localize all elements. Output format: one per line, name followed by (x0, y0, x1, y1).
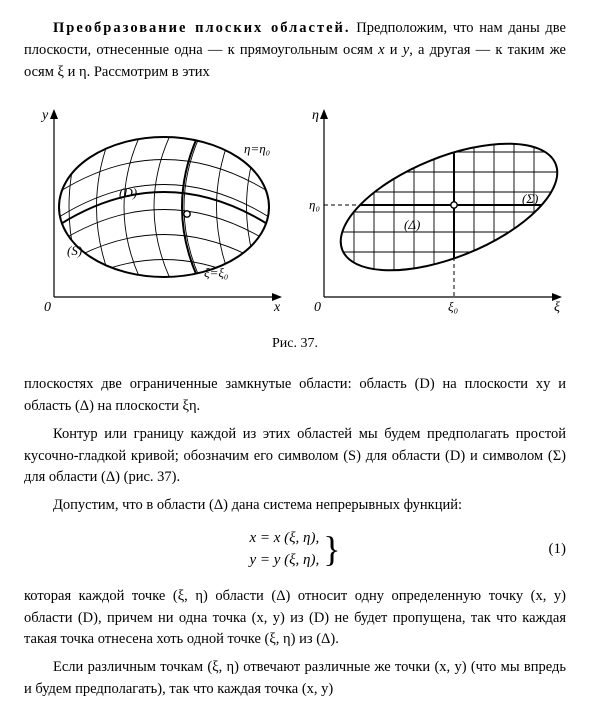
eq-line-2: y = y (ξ, η), (249, 549, 319, 572)
svg-text:η=η₀: η=η₀ (244, 141, 270, 156)
paragraph-3: Контур или границу каждой из этих област… (24, 424, 566, 489)
paragraph-4: Допустим, что в области (Δ) дана система… (24, 495, 566, 517)
paragraph-1: Преобразование плоских областей. Предпол… (24, 18, 566, 83)
svg-text:0: 0 (44, 300, 51, 315)
eq-brace: } (323, 531, 340, 567)
paragraph-6: Если различным точкам (ξ, η) отвечают ра… (24, 657, 566, 701)
svg-text:ξ₀: ξ₀ (448, 299, 458, 314)
svg-text:0: 0 (314, 300, 321, 315)
svg-text:ξ: ξ (554, 300, 560, 315)
figure-37: y x 0 (24, 97, 566, 354)
p1-text-b: и (385, 42, 403, 58)
svg-text:(S): (S) (67, 243, 82, 258)
svg-text:η₀: η₀ (309, 197, 320, 212)
svg-text:x: x (273, 300, 281, 315)
paragraph-5: которая каждой точке (ξ, η) области (Δ) … (24, 586, 566, 651)
equation-1: x = x (ξ, η), y = y (ξ, η), } (1) (24, 527, 566, 572)
svg-text:(Δ): (Δ) (404, 217, 420, 232)
svg-text:y: y (40, 108, 49, 123)
svg-text:(D): (D) (119, 185, 137, 200)
svg-text:(Σ): (Σ) (522, 191, 538, 206)
eq-number: (1) (549, 538, 567, 561)
paragraph-2: плоскостях две ограниченные замкнутые об… (24, 374, 566, 418)
figure-svg: y x 0 (24, 97, 566, 327)
section-title: Преобразование плоских областей. (53, 20, 351, 36)
figure-caption: Рис. 37. (24, 333, 566, 354)
svg-text:η: η (312, 108, 319, 123)
svg-text:ξ=ξ₀: ξ=ξ₀ (204, 265, 228, 280)
eq-line-1: x = x (ξ, η), (249, 527, 319, 550)
